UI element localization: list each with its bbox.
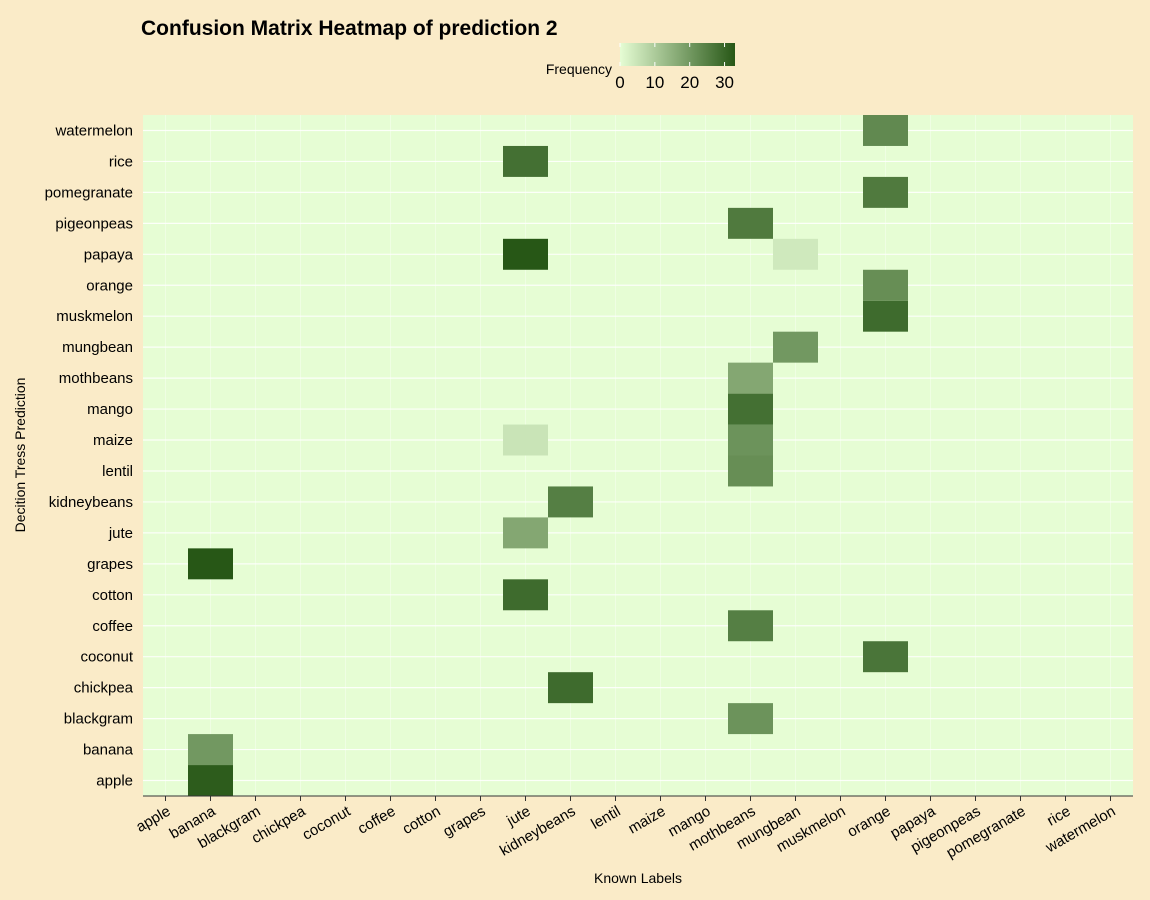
y-tick-label: apple bbox=[96, 773, 133, 790]
y-tick-label: lentil bbox=[102, 463, 133, 480]
y-tick-label: grapes bbox=[87, 556, 133, 573]
legend-tick-label: 20 bbox=[680, 73, 699, 92]
heatmap-cell bbox=[503, 145, 548, 177]
heatmap-cell bbox=[503, 238, 548, 270]
y-tick-label: mungbean bbox=[62, 339, 133, 356]
heatmap-cell bbox=[728, 207, 773, 239]
heatmap-cell bbox=[728, 393, 773, 425]
legend: Frequency 0 10 20 30 bbox=[546, 43, 735, 92]
heatmap-cell bbox=[503, 579, 548, 611]
chart-title: Confusion Matrix Heatmap of prediction 2 bbox=[141, 17, 558, 40]
heatmap-cell bbox=[503, 424, 548, 456]
heatmap-cell bbox=[728, 362, 773, 394]
y-tick-label: coffee bbox=[92, 618, 133, 635]
heatmap-cell bbox=[863, 115, 908, 146]
y-tick-label: mothbeans bbox=[59, 370, 133, 387]
heatmap-cell bbox=[188, 548, 233, 580]
heatmap-cell bbox=[188, 734, 233, 766]
x-tick-label: lentil bbox=[588, 803, 623, 833]
heatmap-cell bbox=[728, 424, 773, 456]
y-tick-label: orange bbox=[86, 277, 133, 294]
y-tick-label: chickpea bbox=[74, 680, 134, 697]
y-tick-label: coconut bbox=[80, 649, 133, 666]
y-tick-label: rice bbox=[109, 153, 133, 170]
x-axis-title: Known Labels bbox=[594, 870, 682, 886]
y-tick-label: cotton bbox=[92, 587, 133, 604]
heatmap-cell bbox=[188, 765, 233, 796]
heatmap-cell bbox=[773, 238, 818, 270]
y-tick-label: watermelon bbox=[54, 122, 133, 139]
x-tick-label: coffee bbox=[355, 803, 399, 838]
heatmap-cell bbox=[863, 176, 908, 208]
y-tick-label: muskmelon bbox=[56, 308, 133, 325]
y-axis-title: Decition Tress Prediction bbox=[12, 378, 28, 533]
plot-panel bbox=[143, 115, 1133, 796]
legend-tick-label: 0 bbox=[615, 73, 624, 92]
y-tick-label: blackgram bbox=[64, 711, 133, 728]
legend-title: Frequency bbox=[546, 61, 612, 77]
heatmap-cell bbox=[503, 517, 548, 549]
legend-tick-label: 30 bbox=[715, 73, 734, 92]
y-axis: apple banana blackgram chickpea coconut coffe… bbox=[45, 122, 134, 789]
x-tick-label: coconut bbox=[299, 802, 354, 843]
x-tick-label: grapes bbox=[440, 803, 488, 841]
heatmap-cell bbox=[548, 672, 593, 704]
y-tick-label: pomegranate bbox=[45, 184, 133, 201]
heatmap-cell bbox=[728, 703, 773, 735]
y-tick-label: maize bbox=[93, 432, 133, 449]
y-tick-label: pigeonpeas bbox=[55, 215, 133, 232]
heatmap-cell bbox=[728, 455, 773, 487]
gridlines bbox=[143, 115, 1133, 796]
heatmap-cells bbox=[188, 115, 908, 796]
y-tick-label: papaya bbox=[84, 246, 134, 263]
x-tick-label: cotton bbox=[400, 803, 444, 838]
y-tick-label: jute bbox=[108, 525, 133, 542]
x-tick-label: maize bbox=[625, 803, 668, 838]
heatmap-cell bbox=[863, 300, 908, 332]
heatmap-cell bbox=[773, 331, 818, 363]
legend-color-bar bbox=[620, 43, 735, 66]
heatmap-cell bbox=[728, 610, 773, 642]
y-tick-label: kidneybeans bbox=[49, 494, 133, 511]
legend-tick-label: 10 bbox=[645, 73, 664, 92]
heatmap-cell bbox=[863, 641, 908, 673]
y-tick-label: banana bbox=[83, 742, 134, 759]
x-tick-label: orange bbox=[845, 803, 894, 841]
heatmap-cell bbox=[863, 269, 908, 301]
y-tick-label: mango bbox=[87, 401, 133, 418]
heatmap-cell bbox=[548, 486, 593, 518]
